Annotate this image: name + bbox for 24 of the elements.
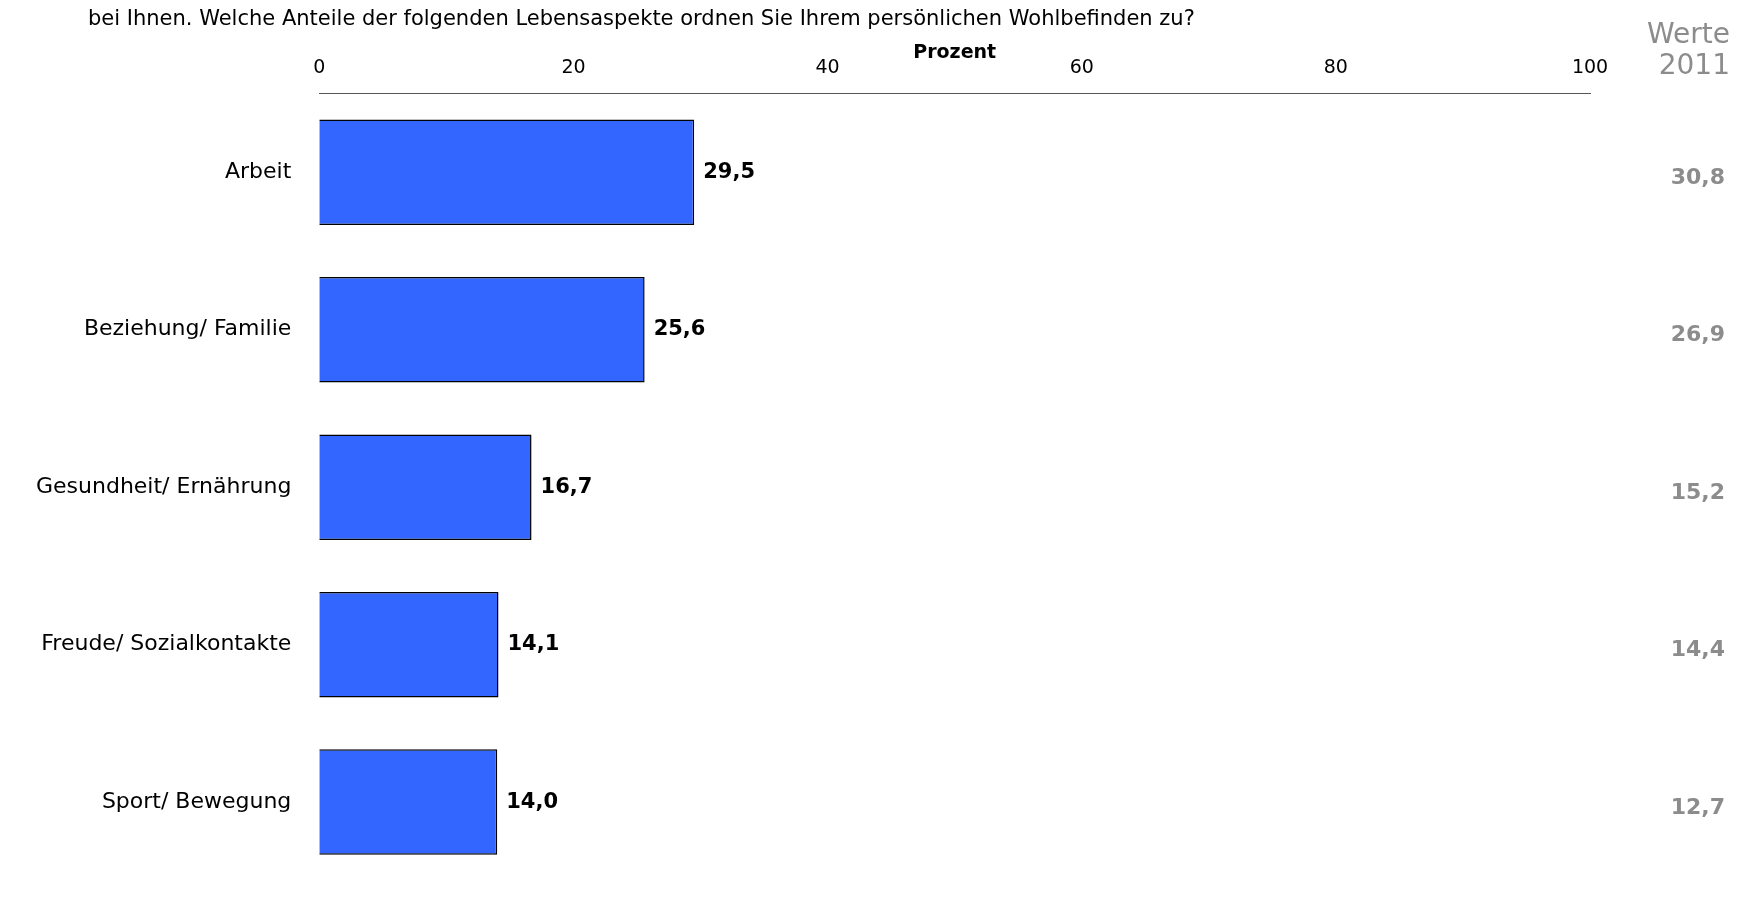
x-tick-label: 80 <box>1323 55 1348 78</box>
data-label: 16,7 <box>540 473 593 498</box>
text: Werte 2011 <box>1647 17 1730 82</box>
x-tick-label: 20 <box>561 55 586 78</box>
chart-title: bei Ihnen. Welche Anteile der folgenden Lebensaspekte ordnen Sie Ihrem persönlichen Wohlbefinden zu? <box>88 6 1195 31</box>
data-label: 25,6 <box>653 316 706 341</box>
data-label: 14,1 <box>507 631 560 656</box>
data-label: 14,0 <box>506 788 559 813</box>
y-tick-label: Beziehung/ Familie <box>83 315 292 341</box>
text: 12,7 <box>1670 793 1725 819</box>
text: 30,8 <box>1670 164 1725 190</box>
x-axis-title: Prozent <box>913 40 997 63</box>
y-tick-label: Freude/ Sozialkontakte <box>41 630 292 656</box>
text: 26,9 <box>1670 321 1725 347</box>
text: 14,4 <box>1670 636 1725 662</box>
x-tick-label: 100 <box>1571 55 1609 78</box>
y-tick-label: Gesundheit/ Ernährung <box>36 472 292 498</box>
y-tick-label: Sport/ Bewegung <box>101 787 292 813</box>
x-tick-label: 40 <box>815 55 840 78</box>
y-tick-label: Arbeit <box>225 158 292 184</box>
data-label: 29,5 <box>703 158 756 183</box>
text: 15,2 <box>1670 478 1725 504</box>
x-tick-label: 60 <box>1069 55 1094 78</box>
x-tick-label: 0 <box>313 55 326 78</box>
